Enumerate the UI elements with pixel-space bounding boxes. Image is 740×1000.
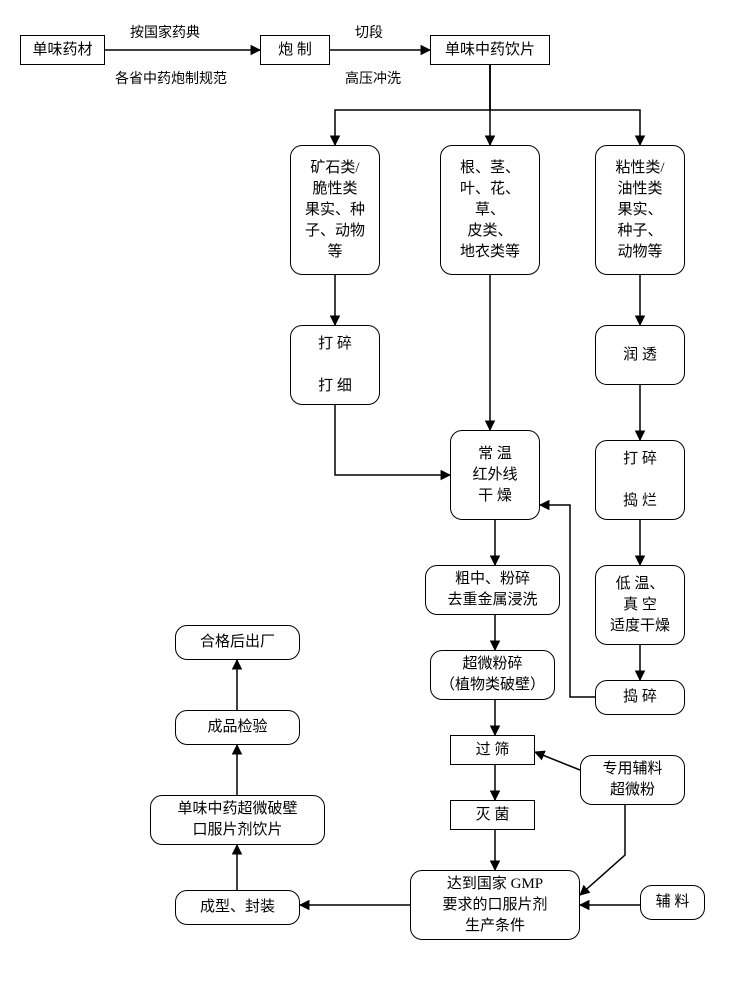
node-n17: 灭 菌 xyxy=(450,800,535,830)
edge-label-l2: 各省中药炮制规范 xyxy=(115,68,227,88)
node-n5: 根、茎、 叶、花、 草、 皮类、 地衣类等 xyxy=(440,145,540,275)
node-n16: 专用辅料 超微粉 xyxy=(580,755,685,805)
node-n1: 单味药材 xyxy=(20,35,105,65)
edge-4 xyxy=(490,65,640,145)
edge-label-l3: 切段 xyxy=(355,22,383,42)
node-n12: 粗中、粉碎 去重金属浸洗 xyxy=(425,565,560,615)
node-n10: 常 温 红外线 干 燥 xyxy=(450,430,540,520)
node-n13: 超微粉碎 （植物类破壁） xyxy=(430,650,555,700)
node-n7: 打 碎 打 细 xyxy=(290,325,380,405)
node-n3: 单味中药饮片 xyxy=(430,35,550,65)
node-n20: 成型、封装 xyxy=(175,890,300,925)
node-n9: 打 碎 捣 烂 xyxy=(595,440,685,520)
node-n23: 合格后出厂 xyxy=(175,625,300,660)
node-n21: 单味中药超微破壁 口服片剂饮片 xyxy=(150,795,325,845)
node-n14: 捣 碎 xyxy=(595,680,685,715)
node-n4: 矿石类/ 脆性类 果实、种 子、动物 等 xyxy=(290,145,380,275)
node-n6: 粘性类/ 油性类 果实、 种子、 动物等 xyxy=(595,145,685,275)
edge-19 xyxy=(580,805,625,895)
node-n15: 过 筛 xyxy=(450,735,535,765)
node-n18: 达到国家 GMP 要求的口服片剂 生产条件 xyxy=(410,870,580,940)
edge-label-l1: 按国家药典 xyxy=(130,22,200,42)
node-n11: 低 温、 真 空 适度干燥 xyxy=(595,565,685,645)
edge-label-l4: 高压冲洗 xyxy=(345,68,401,88)
node-n2: 炮 制 xyxy=(260,35,330,65)
node-n8: 润 透 xyxy=(595,325,685,385)
node-n19: 辅 料 xyxy=(640,885,705,920)
node-n22: 成品检验 xyxy=(175,710,300,745)
edge-17 xyxy=(535,752,580,770)
edge-11 xyxy=(335,405,450,475)
